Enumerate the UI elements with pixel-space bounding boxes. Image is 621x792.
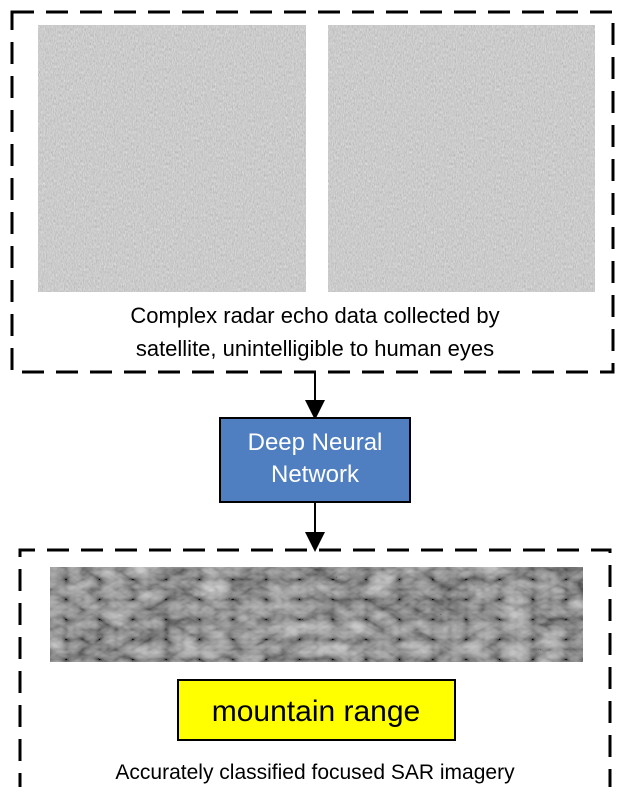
bottom-panel [18,548,612,792]
echo-image-right-texture [328,25,595,292]
bottom-caption: Accurately classified focused SAR imager… [115,761,515,784]
network-label: Deep Neural [248,429,383,456]
top-panel [10,10,615,374]
sar-image-texture [50,567,583,662]
echo-image-left-texture [38,25,306,292]
network-box [219,417,411,503]
top-caption: Complex radar echo data collected by [130,303,499,328]
network-label: Network [271,461,360,488]
class-label: mountain range [212,695,420,728]
top-caption: satellite, unintelligible to human eyes [136,336,494,361]
class-box [177,679,456,741]
